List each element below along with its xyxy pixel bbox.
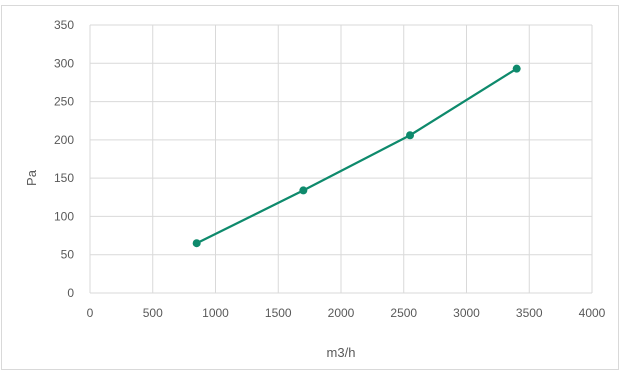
- grid: [89, 24, 593, 294]
- series-group: [192, 64, 521, 248]
- y-tick-label: 150: [54, 171, 74, 185]
- y-tick-label: 300: [54, 56, 74, 70]
- x-tick-label: 2000: [328, 306, 355, 320]
- data-point: [299, 186, 308, 195]
- y-tick-label: 50: [61, 248, 75, 262]
- y-tick-label: 350: [54, 18, 74, 32]
- y-axis-title: Pa: [24, 169, 39, 186]
- x-tick-label: 1000: [202, 306, 229, 320]
- y-tick-label: 200: [54, 133, 74, 147]
- data-point: [406, 131, 415, 140]
- x-axis-title: m3/h: [327, 345, 356, 360]
- y-tick-label: 0: [67, 286, 74, 300]
- x-tick-label: 3500: [516, 306, 543, 320]
- x-tick-label: 2500: [390, 306, 417, 320]
- x-tick-label: 1500: [265, 306, 292, 320]
- series-line: [195, 67, 518, 245]
- x-tick-label: 3000: [453, 306, 480, 320]
- data-point: [512, 64, 521, 73]
- y-tick-label: 250: [54, 95, 74, 109]
- x-tick-labels: 0 500 1000 1500 2000 2500 3000 3500 4000: [87, 306, 606, 320]
- data-point: [192, 239, 201, 248]
- y-tick-labels: 0 50 100 150 200 250 300 350: [54, 18, 74, 300]
- x-tick-label: 4000: [579, 306, 606, 320]
- y-tick-label: 100: [54, 209, 74, 223]
- x-tick-label: 0: [87, 306, 94, 320]
- x-tick-label: 500: [143, 306, 163, 320]
